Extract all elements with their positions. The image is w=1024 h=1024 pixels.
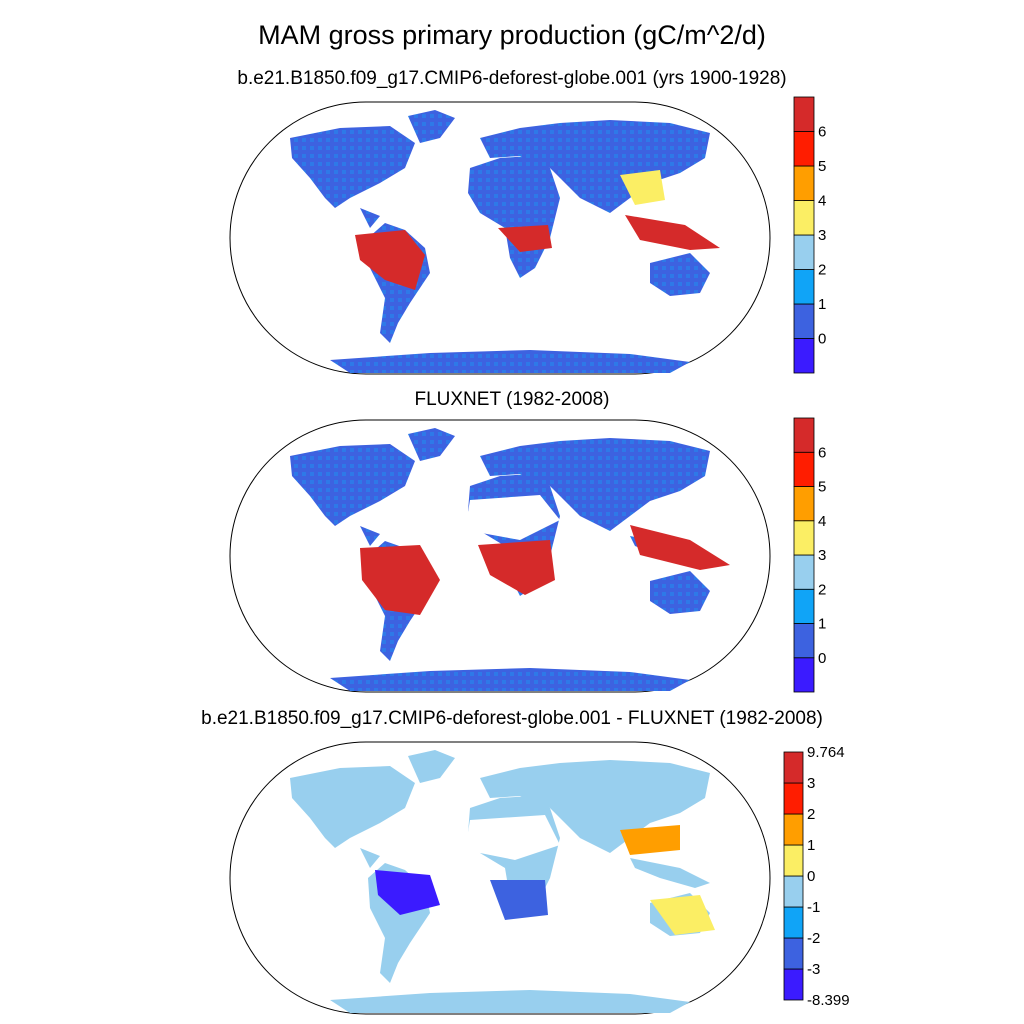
- panel-3-colorbar-label: 2: [807, 806, 815, 823]
- panel-2-colorbar-label: 3: [818, 547, 826, 564]
- panel-2-colorbar-box: [793, 657, 815, 693]
- panel-2-colorbar-box: [793, 451, 815, 487]
- panel-3-colorbar-box: [783, 751, 804, 784]
- panel-1-maritime-region: [625, 215, 720, 250]
- panel-2-colorbar-label: 1: [818, 616, 826, 633]
- panel-1-colorbar-label: 5: [818, 158, 826, 175]
- panel-1-subtitle: b.e21.B1850.f09_g17.CMIP6-deforest-globe…: [237, 68, 787, 89]
- panel-3-colorbar-label: 3: [807, 775, 815, 792]
- panel-1-colorbar-box: [793, 165, 815, 201]
- panel-3-colorbar-label: -3: [807, 961, 820, 978]
- panel-3-colorbar-label: 0: [807, 868, 815, 885]
- panel-1-colorbar-label: 6: [818, 124, 826, 141]
- panel-1-map: [229, 101, 771, 375]
- panel-1-colorbar-box: [793, 269, 815, 305]
- panel-1-colorbar-box: [793, 96, 815, 132]
- panel-1-colorbar-label: 1: [818, 296, 826, 313]
- panel-2-africa-region: [478, 540, 555, 595]
- panel-3-colorbar-box: [783, 968, 804, 1001]
- panel-3-subtitle: b.e21.B1850.f09_g17.CMIP6-deforest-globe…: [201, 708, 823, 729]
- panel-2-colorbar-label: 5: [818, 479, 826, 496]
- panel-1-colorbar-box: [793, 234, 815, 270]
- panel-3-colorbar-box: [783, 813, 804, 846]
- panel-3-colorbar-label: 9.764: [807, 744, 845, 761]
- panel-2-colorbar-box: [793, 554, 815, 590]
- panel-2-colorbar-label: 2: [818, 581, 826, 598]
- panel-3-map: [229, 741, 771, 1015]
- panel-2-subtitle: FLUXNET (1982-2008): [414, 389, 610, 410]
- panel-3-colorbar-box: [783, 782, 804, 815]
- panel-3-colorbar-label: -2: [807, 930, 820, 947]
- panel-1-congo-region: [498, 225, 552, 252]
- panel-2-maritime-region: [630, 525, 730, 570]
- panel-2-colorbar-box: [793, 623, 815, 659]
- panel-3-colorbar-label: -8.399: [807, 992, 850, 1009]
- panel-2-amazon-region: [360, 545, 440, 615]
- panel-1-colorbar-label: 3: [818, 227, 826, 244]
- panel-2-sahara-region: [465, 495, 560, 540]
- panel-2-map: [229, 419, 771, 693]
- panel-3-colorbar-box: [783, 875, 804, 908]
- panel-3-australia-region: [650, 895, 715, 935]
- panel-3-colorbar-label: 1: [807, 837, 815, 854]
- panel-2-colorbar-box: [793, 486, 815, 522]
- panel-1-colorbar-label: 0: [818, 331, 826, 348]
- panel-1-amazon-region: [355, 230, 425, 290]
- panel-2-colorbar-label: 6: [818, 444, 826, 461]
- colorbars: 0 1 2 3 4 5 6 0 1 2 3 4 5 6 9.764 3 2 1 0 -1 -2 -3 -8.399: [783, 96, 850, 1009]
- panel-3-asia-region: [620, 825, 680, 855]
- main-title: MAM gross primary production (gC/m^2/d): [258, 20, 766, 50]
- panel-3-colorbar-box: [783, 937, 804, 970]
- panel-1-se-asia-region: [620, 170, 665, 205]
- panel-1-colorbar-label: 2: [818, 262, 826, 279]
- panel-3-amazon-region: [375, 870, 440, 915]
- panel-2-colorbar-label: 4: [818, 513, 826, 530]
- panel-3-colorbar-box: [783, 844, 804, 877]
- panel-1-colorbar-box: [793, 131, 815, 167]
- panel-1-colorbar-box: [793, 338, 815, 374]
- panel-1-colorbar-box: [793, 303, 815, 339]
- panel-1-colorbar-box: [793, 200, 815, 236]
- panel-3-colorbar-box: [783, 906, 804, 939]
- panel-3-africa-region: [490, 880, 548, 920]
- panel-1-colorbar-label: 4: [818, 193, 826, 210]
- panel-2-colorbar-box: [793, 417, 815, 453]
- panel-2-colorbar-label: 0: [818, 650, 826, 667]
- panel-2-colorbar-box: [793, 588, 815, 624]
- panel-3-sahara-region: [465, 815, 560, 860]
- panel-2-colorbar-box: [793, 520, 815, 556]
- panel-3-colorbar-label: -1: [807, 899, 820, 916]
